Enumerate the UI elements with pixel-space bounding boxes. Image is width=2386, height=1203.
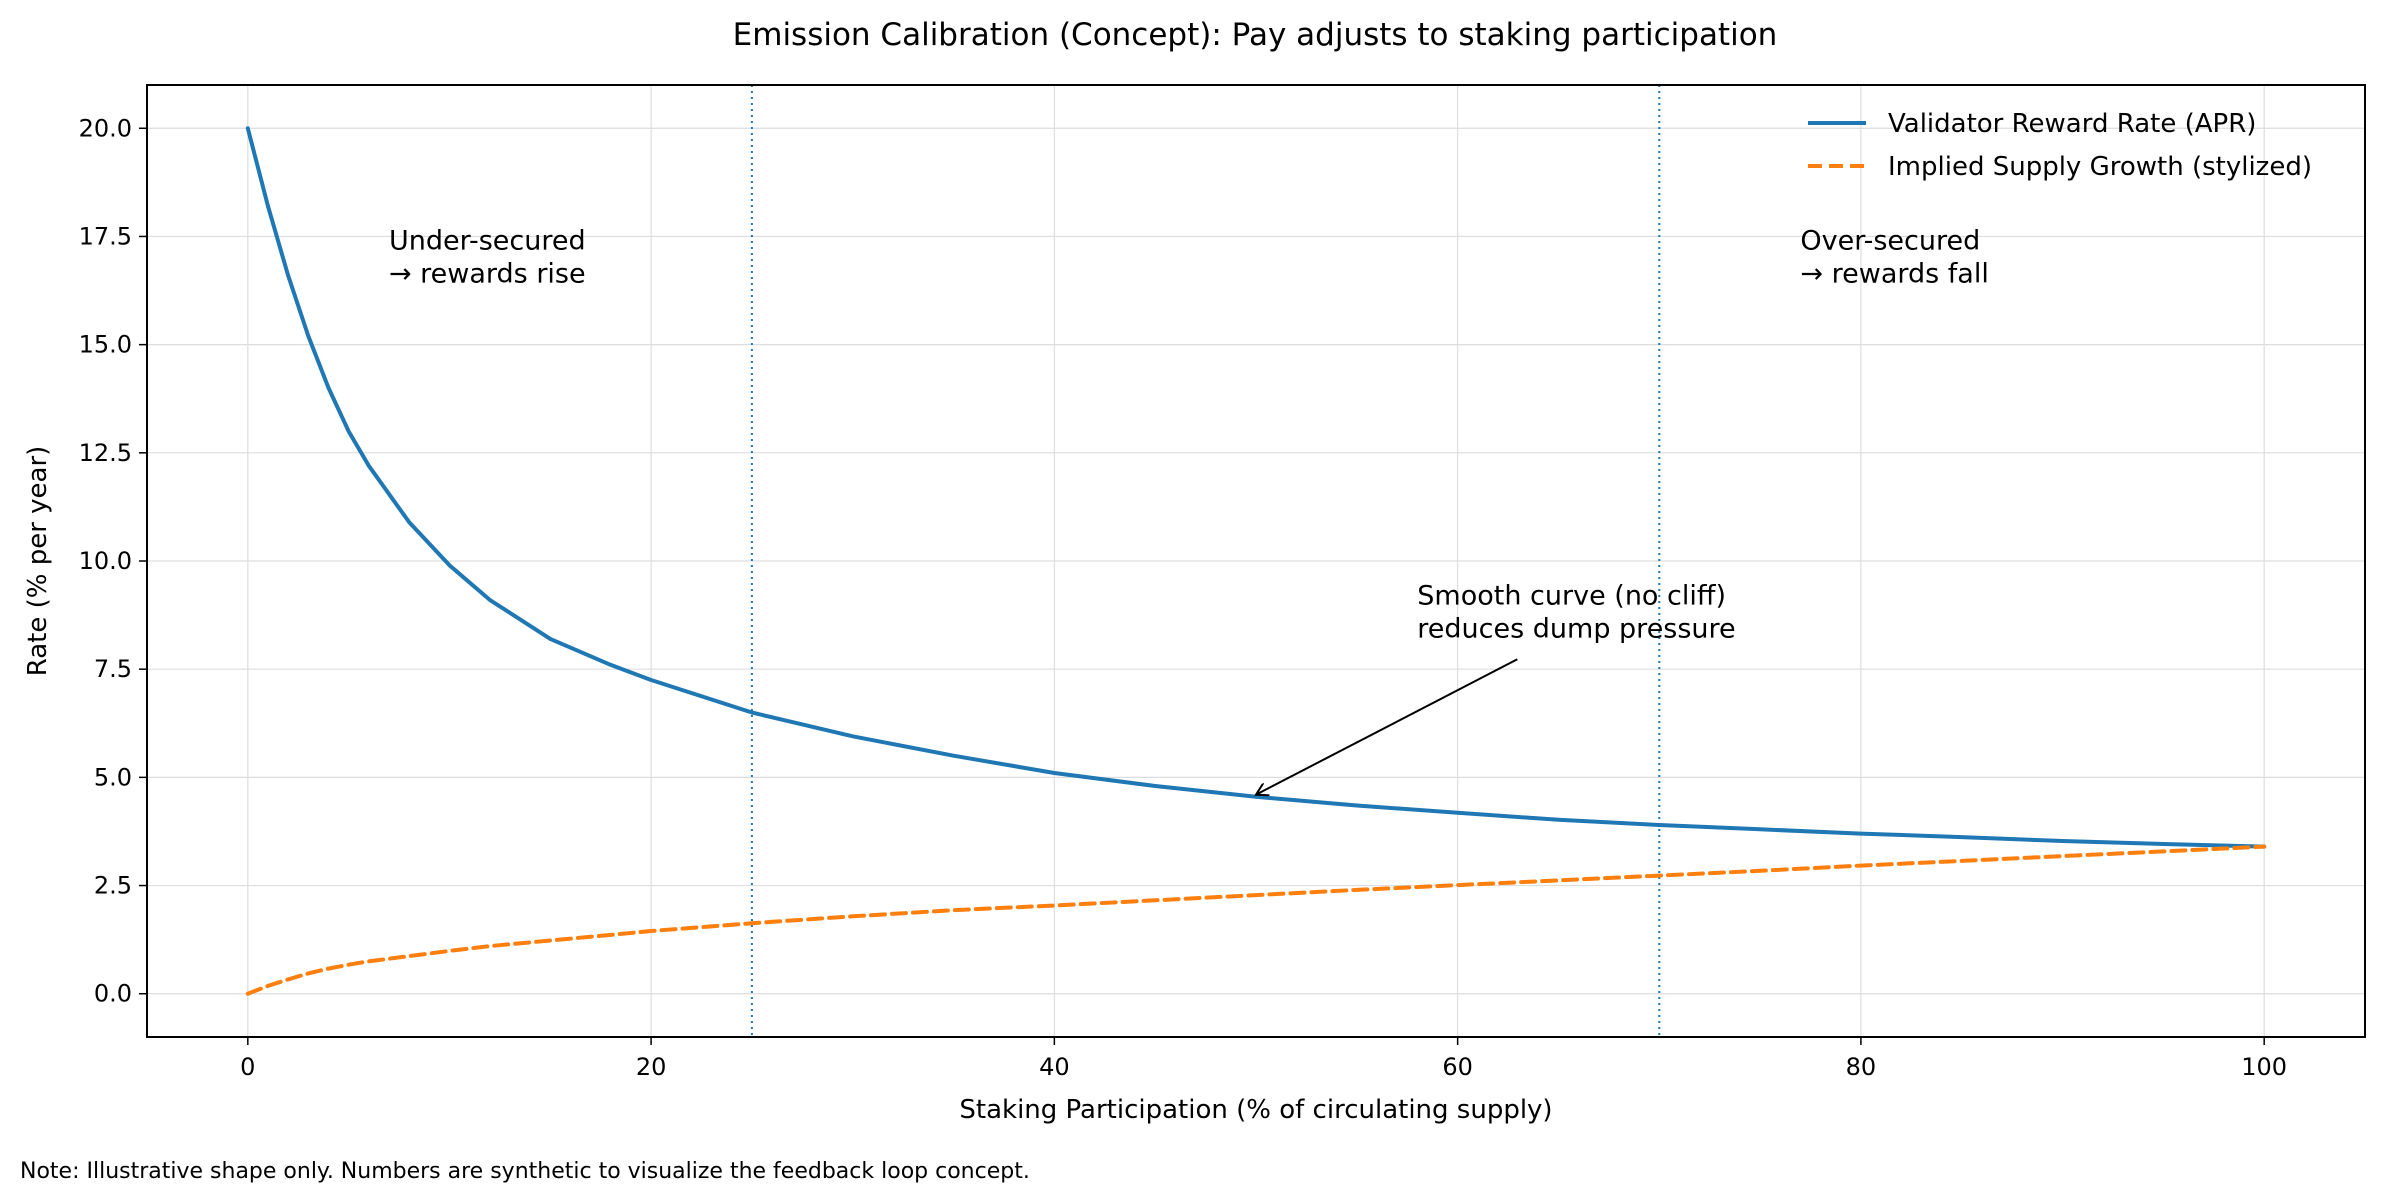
x-tick-label: 60 (1442, 1053, 1473, 1081)
annotation-line: reduces dump pressure (1417, 613, 1735, 644)
x-tick-label: 80 (1846, 1053, 1877, 1081)
series (245, 126, 2267, 996)
reward-rate-line (245, 126, 2267, 849)
y-tick-label: 15.0 (79, 331, 132, 359)
annotation-line: → rewards rise (389, 258, 586, 289)
annotation-line: Under-secured (389, 225, 586, 256)
annotation-arrow (1256, 658, 1518, 794)
x-tick-label: 100 (2241, 1053, 2287, 1081)
annotation-line: Over-secured (1800, 225, 1980, 256)
legend-label: Validator Reward Rate (APR) (1888, 109, 2256, 139)
threshold-lines (750, 85, 1661, 1037)
grid (147, 85, 2365, 1037)
y-tick-label: 0.0 (94, 980, 132, 1008)
annotation-text: Under-secured → rewards rise (389, 225, 586, 289)
footer-note: Note: Illustrative shape only. Numbers a… (20, 1159, 1030, 1184)
chart-title: Emission Calibration (Concept): Pay adju… (733, 17, 1778, 53)
x-tick-label: 0 (240, 1053, 255, 1081)
legend-label: Implied Supply Growth (stylized) (1888, 152, 2312, 182)
y-tick-label: 5.0 (94, 763, 132, 791)
x-tick-label: 40 (1039, 1053, 1070, 1081)
x-tick-label: 20 (636, 1053, 667, 1081)
y-tick-label: 17.5 (79, 222, 132, 250)
annotation-text: Smooth curve (no cliff) reduces dump pres… (1417, 580, 1735, 644)
y-tick-label: 20.0 (79, 114, 132, 142)
y-tick-label: 2.5 (94, 872, 132, 900)
supply-growth-line (245, 844, 2267, 996)
y-axis-label: Rate (% per year) (23, 446, 53, 677)
annotation-line: Smooth curve (no cliff) (1417, 580, 1726, 611)
x-axis-label: Staking Participation (% of circulating … (959, 1095, 1552, 1125)
y-tick-label: 10.0 (79, 547, 132, 575)
y-tick-label: 7.5 (94, 655, 132, 683)
legend: Validator Reward Rate (APR) Implied Suppl… (1808, 109, 2312, 182)
axis-ticks: 0 20 40 60 80 100 0.0 2.5 5.0 7.5 10.0 12.5 15.0 17.5… (79, 114, 2288, 1081)
annotation-text: Over-secured → rewards fall (1800, 225, 1988, 289)
annotation-line: → rewards fall (1800, 258, 1988, 289)
y-tick-label: 12.5 (79, 439, 132, 467)
